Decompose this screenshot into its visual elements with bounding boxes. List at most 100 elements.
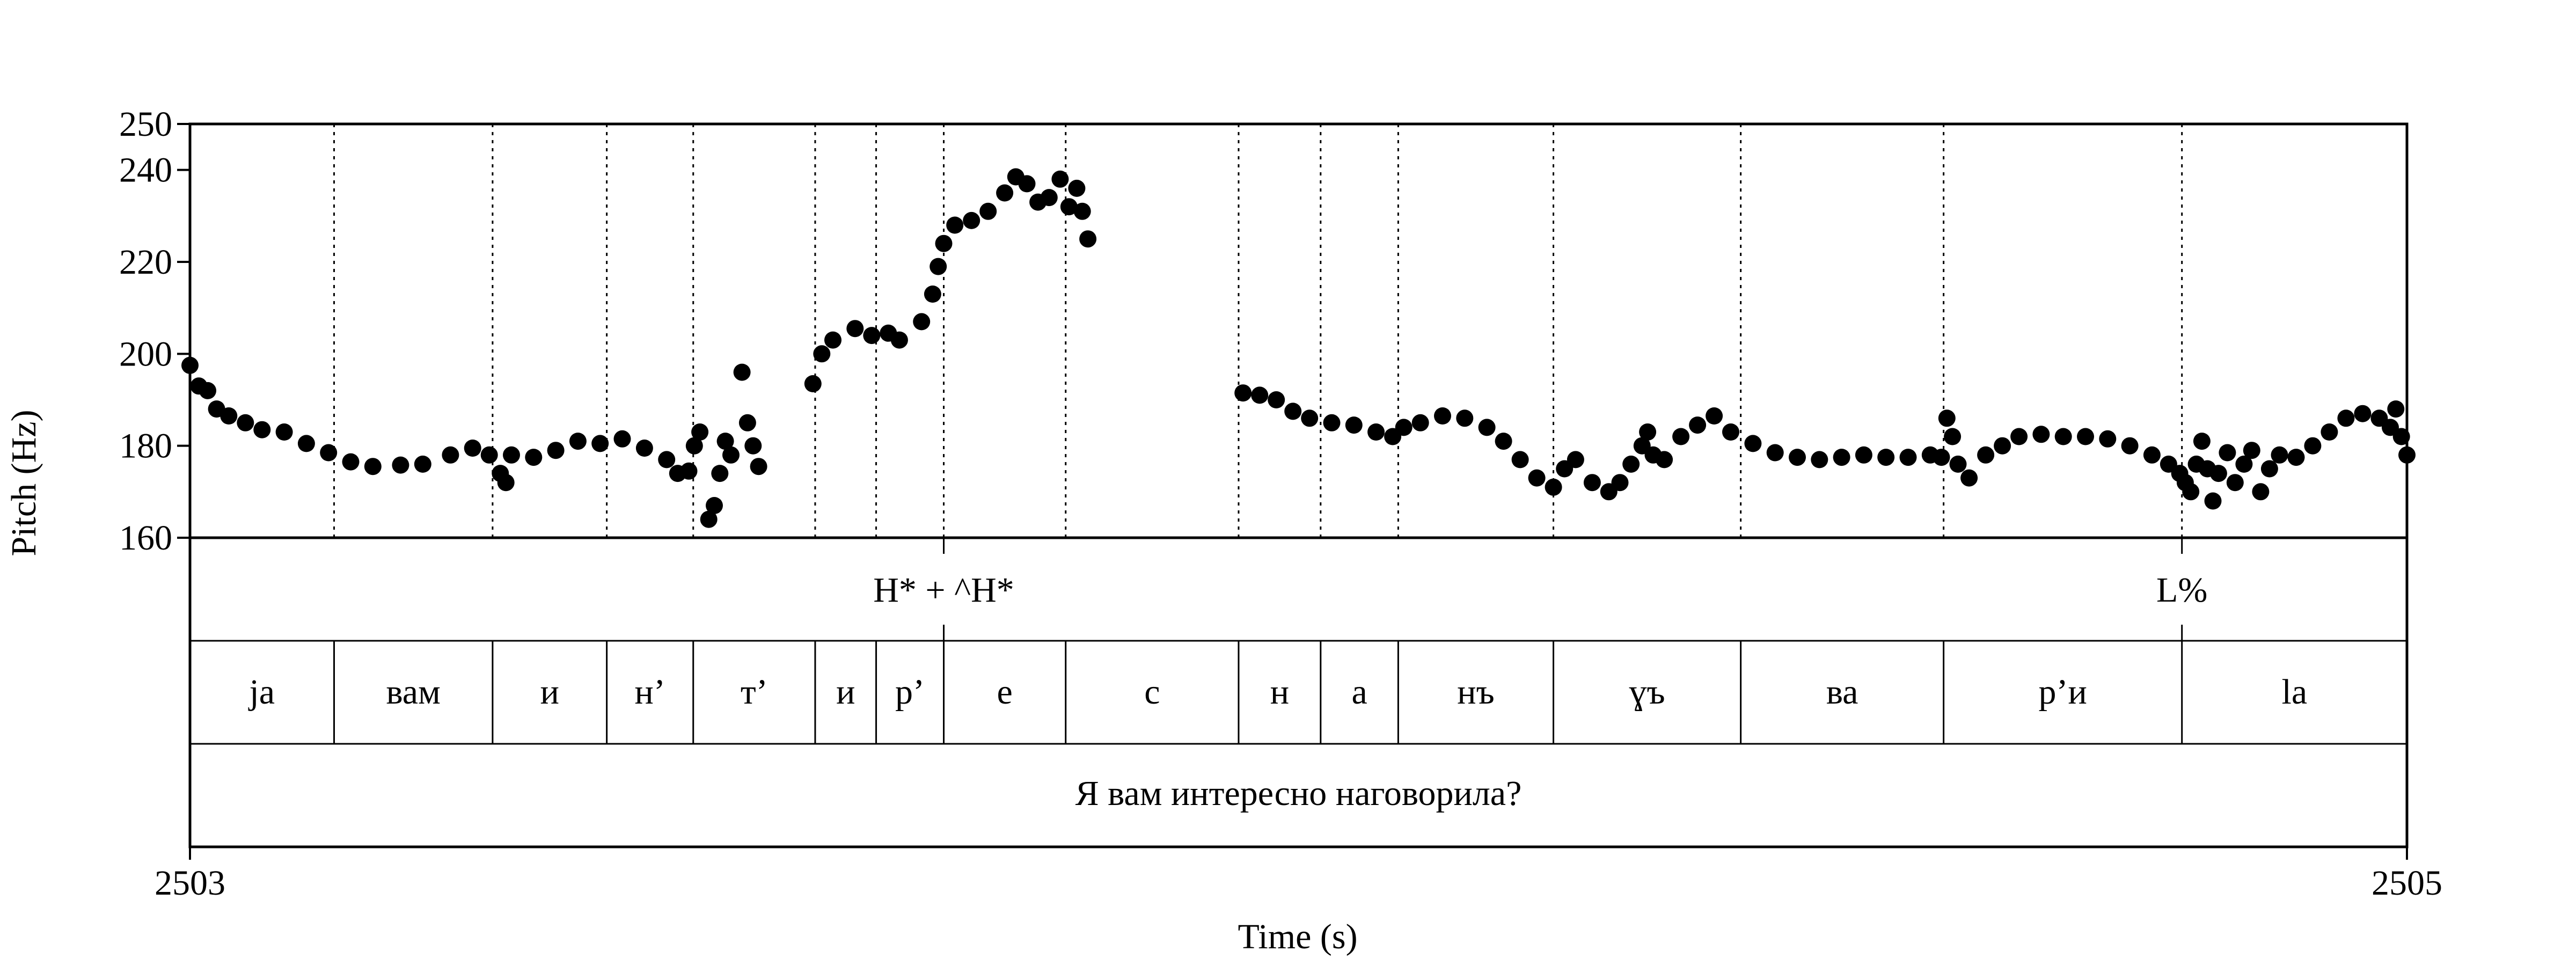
pitch-point <box>497 474 515 492</box>
pitch-point <box>1456 409 1474 427</box>
y-tick-label: 160 <box>119 518 172 558</box>
pitch-point <box>750 458 767 475</box>
pitch-point <box>464 440 481 457</box>
pitch-point <box>2219 444 2236 462</box>
pitch-point <box>2235 455 2253 473</box>
pitch-point <box>824 331 841 349</box>
pitch-point <box>1073 202 1091 220</box>
pitch-point <box>890 331 908 349</box>
pitch-point <box>547 442 565 459</box>
pitch-point <box>804 375 822 392</box>
syllable-label: нъ <box>1457 672 1494 712</box>
y-tick-label: 180 <box>119 427 172 466</box>
pitch-contour-points <box>181 168 2416 528</box>
syllable-label: la <box>2282 672 2308 712</box>
pitch-point <box>946 216 964 234</box>
pitch-point <box>1284 402 1302 420</box>
syllable-label: т’ <box>741 672 768 712</box>
pitch-point <box>1689 416 1707 434</box>
pitch-point <box>2252 483 2270 501</box>
pitch-point <box>1367 423 1385 441</box>
syllable-label: а <box>1351 672 1367 712</box>
pitch-point <box>569 433 587 450</box>
pitch-point <box>738 414 756 431</box>
pitch-point <box>1811 451 1828 469</box>
syllable-label: ва <box>1826 672 1858 712</box>
pitch-point <box>2321 423 2338 441</box>
pitch-point <box>1960 469 1978 487</box>
pitch-point <box>1495 433 1512 450</box>
pitch-point <box>1899 449 1917 466</box>
pitch-point <box>503 446 520 464</box>
pitch-point <box>253 421 271 438</box>
pitch-point <box>480 446 498 464</box>
pitch-point <box>442 446 459 464</box>
pitch-point <box>1766 444 1784 462</box>
pitch-point <box>722 446 740 464</box>
syllable-label: с <box>1144 672 1160 712</box>
pitch-point <box>2204 492 2222 510</box>
pitch-point <box>930 258 947 275</box>
syllable-label: р’ <box>895 672 925 712</box>
syllable-label: вам <box>386 672 441 712</box>
axes: 160 180 200 220 240 250 2503 2505 <box>119 105 2442 903</box>
pitch-point <box>2287 449 2305 466</box>
pitch-point <box>2304 437 2322 455</box>
pitch-point <box>744 437 762 455</box>
pitch-point <box>733 363 751 381</box>
pitch-point <box>1938 409 1956 427</box>
syllable-boundary-lines <box>333 124 2183 538</box>
pitch-point <box>1877 449 1895 466</box>
pitch-point <box>220 407 238 425</box>
pitch-point <box>635 440 653 457</box>
pitch-point <box>2260 460 2278 478</box>
pitch-point <box>1583 474 1601 492</box>
syllable-label: е <box>997 672 1012 712</box>
pitch-point <box>846 320 864 338</box>
pitch-point <box>913 313 931 331</box>
pitch-point <box>1528 469 1546 487</box>
pitch-point <box>1656 451 1673 469</box>
pitch-point <box>1744 435 1762 452</box>
pitch-point <box>591 435 609 452</box>
pitch-point <box>1511 451 1529 469</box>
pitch-point <box>1639 423 1657 441</box>
syllable-label: ja <box>248 672 275 712</box>
pitch-point <box>1622 455 1640 473</box>
pitch-point <box>1345 416 1363 434</box>
pitch-point <box>813 345 831 363</box>
syllable-label: н’ <box>635 672 665 712</box>
pitch-point <box>1567 451 1584 469</box>
pitch-point <box>1251 386 1269 404</box>
pitch-point <box>1395 419 1413 436</box>
pitch-point <box>1040 189 1058 207</box>
pitch-point <box>1068 179 1086 197</box>
syllable-label: р’и <box>2039 672 2087 712</box>
annotation-tiers: H* + ^H* L% ja вам и н’ т’ и р’ е с н а нъ ɣъ ва р’и la Я … <box>248 538 2307 813</box>
pitch-point <box>711 465 729 482</box>
pitch-point <box>414 455 431 473</box>
pitch-point <box>935 235 953 252</box>
pitch-point <box>1722 423 1739 441</box>
pitch-point <box>2054 428 2072 445</box>
pitch-point <box>1411 414 1429 431</box>
pitch-point <box>2226 474 2244 492</box>
pitch-point <box>1611 474 1629 492</box>
x-tick-label: 2503 <box>155 863 225 903</box>
pitch-point <box>1855 446 1872 464</box>
pitch-point <box>1706 407 1723 425</box>
pitch-point <box>658 451 676 469</box>
pitch-point <box>237 414 254 431</box>
pitch-point <box>1949 455 1967 473</box>
pitch-point <box>1478 419 1496 436</box>
pitch-point <box>199 382 216 399</box>
y-axis-label: Pitch (Hz) <box>4 409 43 556</box>
pitch-point <box>963 211 980 229</box>
syllable-label: и <box>540 672 559 712</box>
pitch-point <box>275 423 293 441</box>
pitch-point <box>1545 478 1562 496</box>
tone-label: H* + ^H* <box>873 570 1014 610</box>
pitch-point <box>342 453 360 471</box>
x-tick-label: 2505 <box>2372 863 2442 903</box>
